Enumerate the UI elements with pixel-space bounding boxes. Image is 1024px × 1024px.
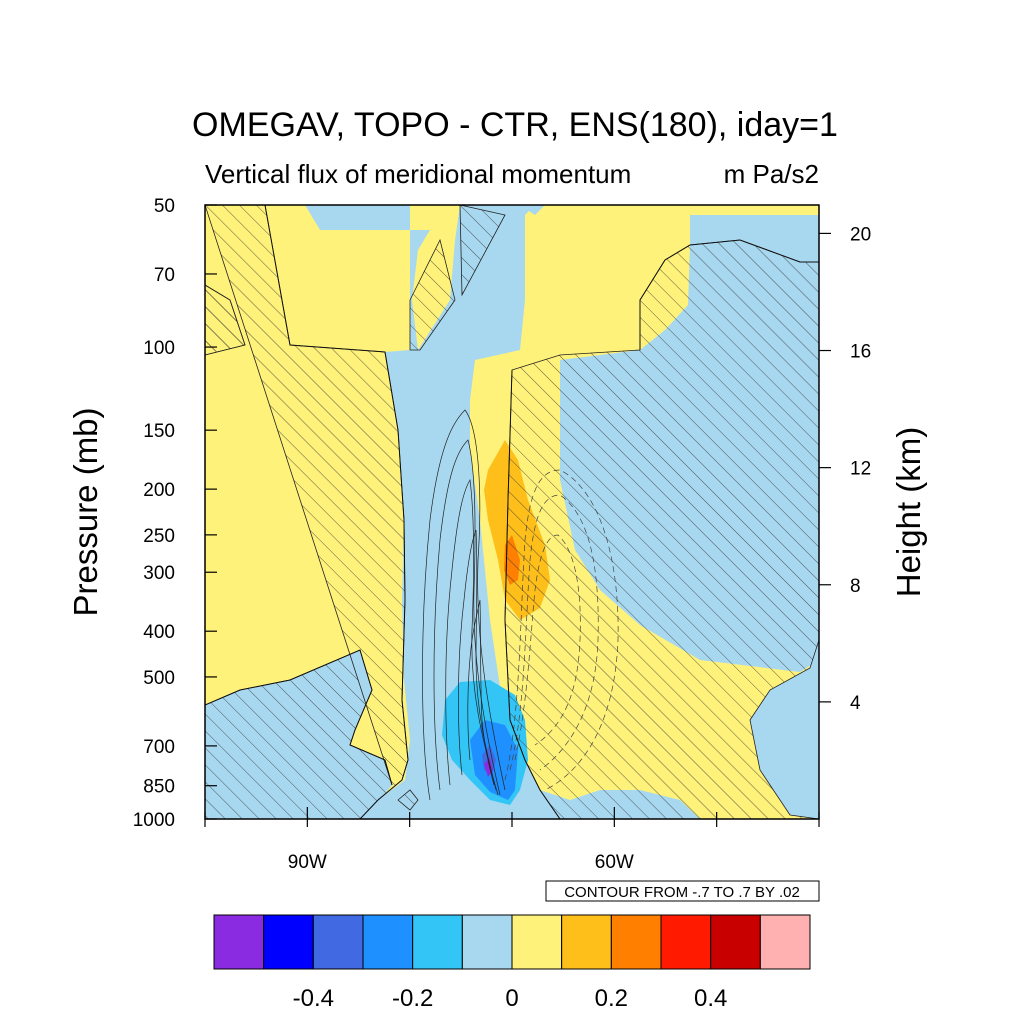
colorbar-label: 0.2	[595, 985, 628, 1012]
x-axis: 90W 60W	[204, 807, 820, 873]
colorbar-swatch	[710, 914, 761, 970]
colorbar-swatch	[511, 914, 563, 970]
chart-subtitle-right: m Pa/s2	[724, 159, 819, 189]
colorbar-label: -0.4	[293, 985, 334, 1012]
y-tick-label: 400	[143, 622, 175, 643]
y-tick-label: 1000	[133, 810, 175, 831]
chart-title: OMEGAV, TOPO - CTR, ENS(180), iday=1	[192, 106, 838, 144]
colorbar-label: 0	[505, 985, 518, 1012]
y-right-tick-label: 16	[850, 342, 871, 363]
y-tick-label: 300	[143, 563, 175, 584]
colorbar-swatch	[610, 914, 662, 970]
region-borders	[205, 205, 819, 819]
light-blue-region-right-top	[690, 215, 819, 262]
y-right-tick-label: 12	[850, 459, 871, 480]
light-blue-region-topnotch	[520, 205, 545, 215]
y-axis-label: Pressure (mb)	[67, 407, 104, 616]
contour-info: CONTOUR FROM -.7 TO .7 BY .02	[564, 884, 800, 901]
colorbar-swatch	[412, 914, 463, 970]
contour-lines-solid	[422, 409, 506, 801]
colorbar-swatch	[660, 914, 712, 970]
y-axis-left: 50 70 100 150 200 250 300 400 500 700 850 1000	[133, 196, 217, 831]
colorbar-label: -0.2	[392, 985, 433, 1012]
y-tick-label: 700	[143, 737, 175, 758]
y-axis-right: 20 16 12 8 4	[819, 224, 871, 714]
y-right-tick-label: 20	[850, 224, 871, 245]
colorbar-label: 0.4	[694, 985, 727, 1012]
colorbar-swatch	[561, 914, 612, 970]
y-tick-label: 50	[154, 196, 175, 217]
contour-info-box	[545, 880, 820, 902]
colorbar-swatch	[362, 914, 414, 970]
y-tick-label: 500	[143, 668, 175, 689]
x-tick-label: 60W	[595, 852, 634, 873]
significance-hatching	[205, 205, 819, 819]
y-right-tick-label: 8	[850, 576, 861, 597]
y-tick-label: 200	[143, 480, 175, 501]
colorbar-swatch	[213, 914, 265, 970]
y-axis-right-label: Height (km)	[890, 427, 927, 598]
colorbar-swatch	[312, 914, 364, 970]
y-tick-label: 850	[143, 777, 175, 798]
chart-subtitle-left: Vertical flux of meridional momentum	[205, 159, 631, 189]
y-tick-label: 100	[143, 338, 175, 359]
y-tick-label: 150	[143, 421, 175, 442]
colorbar: -0.4 -0.2 0 0.2 0.4	[213, 914, 811, 1012]
plot-area	[205, 205, 819, 819]
y-right-tick-label: 4	[850, 693, 861, 714]
light-blue-region-center	[305, 205, 590, 819]
colorbar-swatch	[461, 914, 513, 970]
y-tick-label: 70	[154, 265, 175, 286]
y-tick-label: 250	[143, 526, 175, 547]
x-tick-label: 90W	[288, 852, 327, 873]
contour-lines-dashed	[504, 469, 619, 791]
colorbar-swatch	[263, 914, 314, 970]
colorbar-swatch	[759, 914, 811, 970]
